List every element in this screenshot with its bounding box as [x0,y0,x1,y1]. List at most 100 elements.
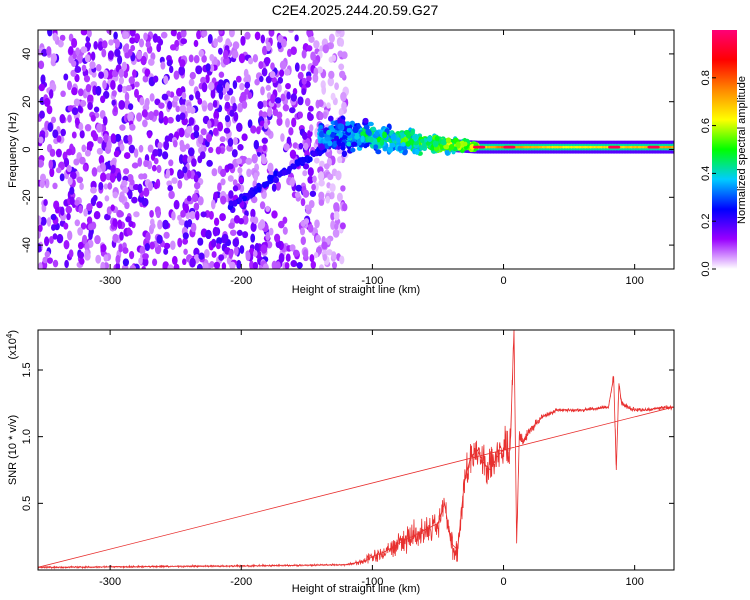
spectrogram-cell [360,135,365,143]
snr-x-ticks: -300 -200 -100 0 100 [99,330,644,588]
spectrogram-cell [338,131,343,138]
spectrogram-cell [321,85,327,95]
spectrogram-cell [318,131,325,138]
spectrogram-cell [86,216,93,225]
spectrogram-cell [308,199,315,209]
spectrogram-cell [81,144,87,153]
spectrogram-cell [218,71,225,78]
spectrogram-cell [286,91,291,100]
spectrogram-cell [63,240,70,250]
spectrogram-cell [265,84,272,92]
spectrogram-cell [339,38,345,47]
spectrogram-cell [49,167,55,178]
spectrogram-cell [147,181,154,192]
spectrogram-cell [216,237,223,246]
spectrogram-cell [307,167,314,177]
spectrogram-cell [178,127,185,138]
spectrogram-cell [443,144,450,150]
spectrogram-cell [103,254,109,262]
spectrogram-cell [175,105,181,113]
spectrogram-cell [74,219,81,227]
spectrogram-cell [96,147,104,155]
spectrogram-cell [390,133,397,141]
spectrogram-cell [129,123,136,131]
spectrogram-cell [313,157,320,164]
spectrogram-cell [238,218,245,225]
spectrogram-cell [87,94,94,102]
spectrogram-cell [188,117,195,126]
spectrogram-cell [155,210,161,219]
spectrogram-cell [65,148,73,156]
spectrogram-cell [245,251,251,262]
spectrogram-cell [341,51,348,59]
spectrogram-cell [322,44,330,54]
spectrogram-cell [340,185,346,192]
spectrogram-cell [83,208,88,217]
spectrogram-cell [268,30,275,37]
spectrogram-cell [243,76,250,83]
spectrogram-cell [232,185,239,192]
spectrogram-cell [312,175,317,183]
spectrogram-cell [42,256,49,264]
spectrogram-cell [334,223,339,230]
spectrogram-cell [480,145,486,149]
spectrogram-cell [220,168,227,178]
spectrogram-cell [462,141,468,147]
spectrogram-cell [182,258,187,266]
spectrogram-cell [158,110,164,120]
spectrogram-cell [374,130,380,137]
spectrogram-cell [289,149,297,160]
spectrogram-cell [206,159,213,167]
spectrogram-cell [189,257,196,268]
spectrogram-cell [319,264,324,269]
spectrogram-cell [301,88,307,96]
spectrogram-cell [52,259,59,268]
spectrogram-cell [70,69,77,77]
spectrogram-cell [291,117,297,128]
spectrogram-cell [288,30,294,34]
spectrogram-cell [70,171,77,180]
spectrogram-cell [95,85,102,96]
spectrogram-cell [151,164,157,172]
spectrogram-cell [156,147,163,157]
spectrogram-cell [118,194,125,203]
spectrogram-cell [211,238,217,248]
spectrogram-cell [318,179,325,187]
spectrogram-cell [66,80,73,91]
spectrogram-cell [142,119,148,128]
spectrogram-cell [297,96,304,106]
spectrogram-cell [330,220,336,231]
spectrogram-cell [111,69,119,78]
spectrogram-cell [232,179,238,186]
y-tick-label: -20 [21,189,33,205]
spectrogram-cell [98,181,104,191]
spectrogram-cell [285,117,290,128]
spectrogram-cell [56,135,62,143]
spectrogram-cell [270,62,275,70]
spectrogram-cell [139,97,145,106]
spectrogram-cell [83,75,91,83]
spectrogram-cell [271,260,277,269]
spectrogram-cell [108,39,114,46]
spectrogram-cell [301,49,307,59]
spectrogram-cell [100,243,107,253]
spectrogram-cell [327,140,333,147]
spectrogram-cell [131,162,139,169]
colorbar-tick-label: 0.2 [700,214,712,229]
spectrogram-cell [123,168,130,175]
spectrogram-cell [275,181,281,191]
spectrogram-cell [338,108,344,117]
spectrogram-cell [91,70,97,78]
spectrogram-cell [77,227,83,236]
spectrogram-cell [290,46,297,56]
spectrogram-cell [77,88,84,97]
spectrogram-cell [227,137,234,147]
spectrogram-cell [141,109,148,118]
spectrogram-cell [66,165,72,173]
x-tick-label: -200 [230,275,252,287]
spectrogram-cell [290,176,295,187]
spectrogram-cell [128,76,136,85]
spectrogram-cell [212,100,218,108]
spectrogram-cell [96,122,103,133]
